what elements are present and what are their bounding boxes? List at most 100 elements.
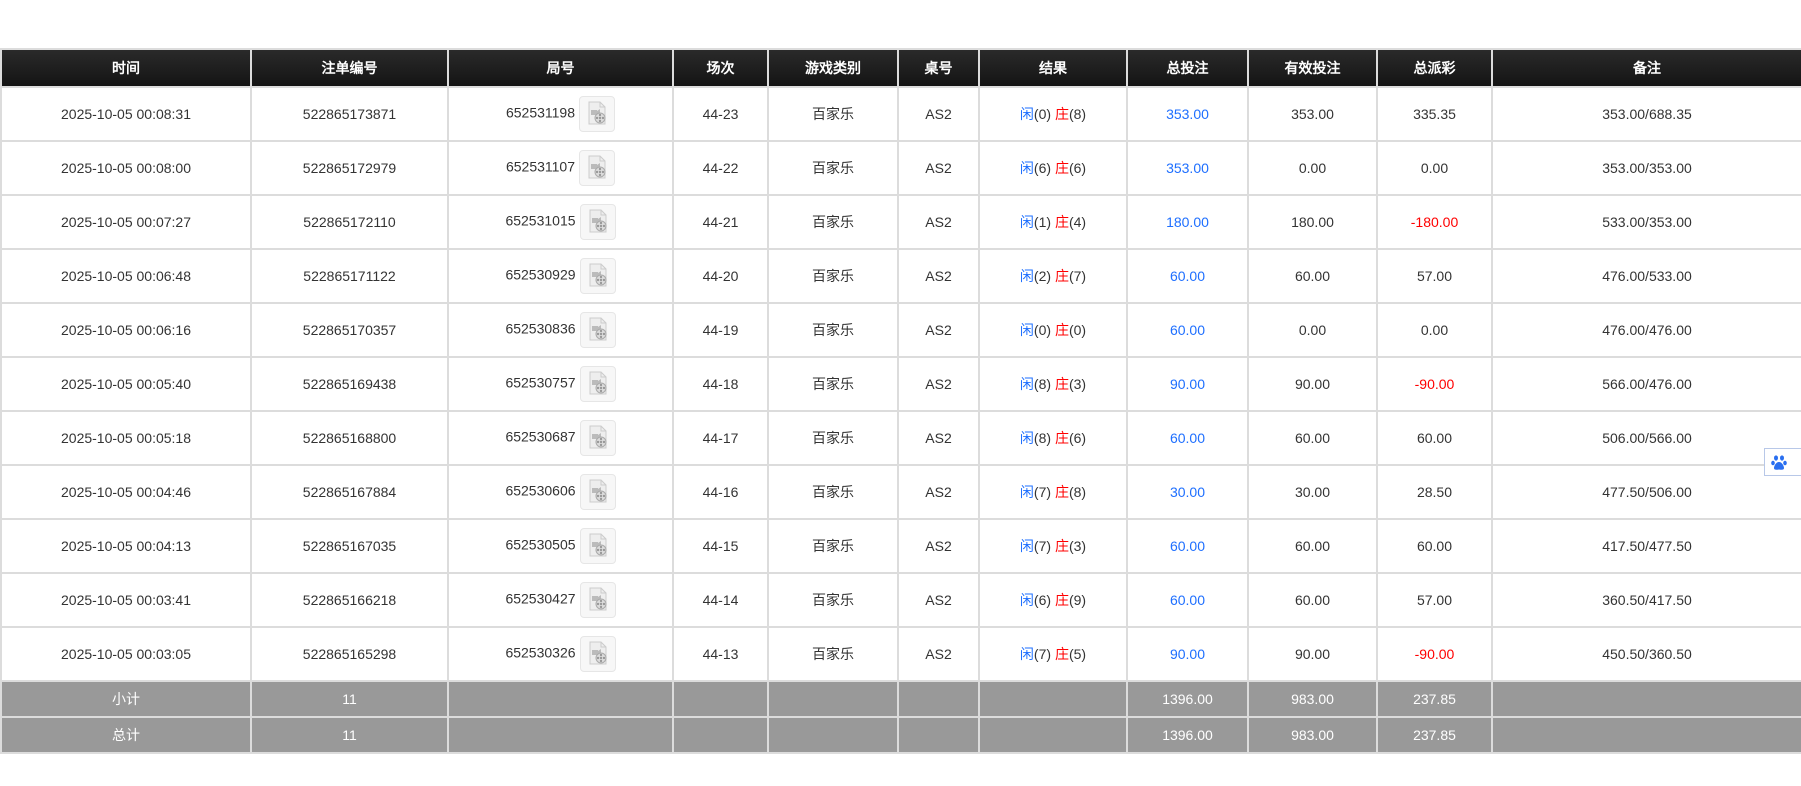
total-bet-cell[interactable]: 60.00 [1126,410,1249,466]
bet-id-cell: 522865169438 [250,356,449,412]
note-cell: 476.00/533.00 [1491,248,1801,304]
result-cell: 闲(2) 庄(7) [978,248,1128,304]
summary-total-bet: 1396.00 [1126,680,1249,718]
bet-id-cell: 522865165298 [250,626,449,682]
game-type-cell: 百家乐 [767,302,899,358]
table-number-cell: AS2 [897,194,980,250]
time-cell: 2025-10-05 00:03:41 [0,572,252,628]
round-cell: 652531198 [447,86,674,142]
empty-cell [978,716,1128,754]
video-file-icon [581,370,615,396]
replay-button[interactable] [579,582,616,618]
total-bet-cell[interactable]: 30.00 [1126,464,1249,520]
banker-score: (7) [1068,268,1087,284]
table-row: 2025-10-05 00:08:31 522865173871 652531198… [0,86,1801,142]
bet-records-table: 时间 注单编号 局号 场次 游戏类别 桌号 结果 总投注 有效投注 总派彩 备注 2025-10-0… [0,48,1801,754]
empty-cell [767,716,899,754]
total-bet-cell[interactable]: 60.00 [1126,518,1249,574]
table-row: 2025-10-05 00:06:48 522865171122 652530929… [0,248,1801,304]
floating-widget[interactable] [1764,448,1801,476]
empty-cell [447,680,674,718]
payout-cell: 0.00 [1376,302,1493,358]
time-cell: 2025-10-05 00:03:05 [0,626,252,682]
column-header: 结果 [978,48,1128,88]
player-score: (2) [1033,268,1052,284]
total-bet-cell[interactable]: 353.00 [1126,86,1249,142]
result-cell: 闲(1) 庄(4) [978,194,1128,250]
replay-button[interactable] [579,474,616,510]
replay-button[interactable] [579,420,616,456]
column-header: 场次 [672,48,769,88]
session-cell: 44-19 [672,302,769,358]
player-label: 闲 [1019,484,1034,500]
table-row: 2025-10-05 00:05:18 522865168800 652530687… [0,410,1801,466]
video-file-icon [581,208,615,234]
valid-bet-cell: 60.00 [1247,572,1378,628]
payout-cell: 57.00 [1376,248,1493,304]
game-type-cell: 百家乐 [767,410,899,466]
player-label: 闲 [1019,160,1034,176]
player-label: 闲 [1019,538,1034,554]
replay-button[interactable] [579,258,616,294]
valid-bet-cell: 353.00 [1247,86,1378,142]
column-header: 局号 [447,48,674,88]
time-cell: 2025-10-05 00:05:40 [0,356,252,412]
banker-label: 庄 [1054,430,1069,446]
payout-cell: 335.35 [1376,86,1493,142]
replay-button[interactable] [579,312,616,348]
total-bet-cell[interactable]: 353.00 [1126,140,1249,196]
player-label: 闲 [1019,106,1034,122]
player-score: (7) [1033,484,1052,500]
empty-cell [897,680,980,718]
total-bet-cell[interactable]: 180.00 [1126,194,1249,250]
subtotal-row: 小计 11 1396.00 983.00 237.85 [0,680,1801,718]
summary-valid-bet: 983.00 [1247,680,1378,718]
bet-id-cell: 522865170357 [250,302,449,358]
player-score: (1) [1033,214,1052,230]
total-bet-cell[interactable]: 60.00 [1126,572,1249,628]
session-cell: 44-20 [672,248,769,304]
game-type-cell: 百家乐 [767,86,899,142]
table-row: 2025-10-05 00:03:41 522865166218 652530427… [0,572,1801,628]
round-number: 652530326 [505,644,576,661]
bet-id-cell: 522865172110 [250,194,449,250]
total-bet-cell[interactable]: 90.00 [1126,626,1249,682]
player-score: (8) [1033,376,1052,392]
total-bet-cell[interactable]: 60.00 [1126,248,1249,304]
session-cell: 44-23 [672,86,769,142]
replay-button[interactable] [579,204,616,240]
replay-button[interactable] [579,366,616,402]
note-cell: 477.50/506.00 [1491,464,1801,520]
column-header: 总派彩 [1376,48,1493,88]
replay-button[interactable] [579,150,616,186]
payout-cell: -90.00 [1376,356,1493,412]
replay-button[interactable] [579,636,616,672]
time-cell: 2025-10-05 00:06:16 [0,302,252,358]
game-type-cell: 百家乐 [767,140,899,196]
payout-cell: 57.00 [1376,572,1493,628]
replay-button[interactable] [579,528,616,564]
round-number: 652530757 [505,374,576,391]
player-score: (0) [1033,322,1052,338]
replay-button[interactable] [579,96,616,132]
round-number: 652531198 [505,104,576,121]
banker-label: 庄 [1054,592,1069,608]
total-bet-cell[interactable]: 90.00 [1126,356,1249,412]
result-cell: 闲(8) 庄(3) [978,356,1128,412]
summary-count: 11 [250,716,449,754]
column-header: 桌号 [897,48,980,88]
player-score: (8) [1033,430,1052,446]
game-type-cell: 百家乐 [767,194,899,250]
round-cell: 652531107 [447,140,674,196]
column-header: 游戏类别 [767,48,899,88]
round-cell: 652530326 [447,626,674,682]
valid-bet-cell: 60.00 [1247,410,1378,466]
video-file-icon [581,478,615,504]
total-bet-cell[interactable]: 60.00 [1126,302,1249,358]
valid-bet-cell: 180.00 [1247,194,1378,250]
valid-bet-cell: 60.00 [1247,518,1378,574]
valid-bet-cell: 30.00 [1247,464,1378,520]
table-row: 2025-10-05 00:03:05 522865165298 652530326… [0,626,1801,682]
payout-cell: -90.00 [1376,626,1493,682]
banker-score: (3) [1068,538,1087,554]
